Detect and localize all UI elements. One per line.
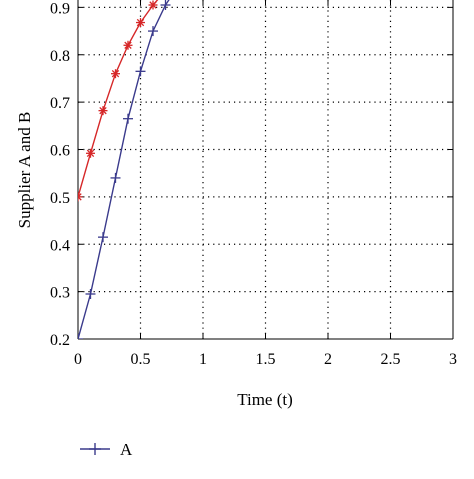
x-tick-label: 0 <box>74 351 82 368</box>
y-tick-label: 0.5 <box>50 190 70 207</box>
marker-stroke <box>78 193 82 198</box>
data-point <box>98 232 108 243</box>
axes <box>77 0 454 340</box>
data-point <box>86 148 95 158</box>
y-tick-label: 0.2 <box>50 332 70 349</box>
marker-stroke <box>136 18 145 27</box>
tick-labels: 0 0.5 1 1.5 2 2.5 3 0.2 0.3 0.4 0.5 0.6 0.7 0.8 0.9 <box>50 0 457 368</box>
y-tick-label: 0.6 <box>50 143 70 160</box>
y-tick-label: 0.7 <box>50 95 70 112</box>
grid <box>78 0 453 339</box>
series-b <box>78 0 159 202</box>
data-point <box>123 40 133 50</box>
data-point <box>110 172 121 183</box>
y-tick-label: 0.4 <box>50 237 70 254</box>
data-point <box>160 0 171 11</box>
data-point <box>123 113 133 124</box>
marker-stroke <box>149 1 157 9</box>
x-tick-label: 1.5 <box>256 351 276 368</box>
data-point <box>98 106 108 116</box>
marker-stroke <box>78 195 82 201</box>
x-tick-label: 0.5 <box>131 351 151 368</box>
data-point <box>136 18 145 28</box>
y-tick-label: 0.8 <box>50 48 70 65</box>
series-layer <box>78 0 171 339</box>
data-point <box>148 0 158 10</box>
data-point <box>78 334 83 339</box>
x-axis-label: Time (t) <box>237 390 293 409</box>
data-point <box>148 26 158 37</box>
data-point <box>111 69 120 79</box>
marker-stroke <box>99 106 107 115</box>
series-line <box>78 0 170 339</box>
data-point <box>85 288 96 299</box>
y-axis-label: Supplier A and B <box>15 112 34 229</box>
marker-stroke <box>111 70 120 78</box>
series-line <box>78 0 159 198</box>
data-point <box>78 192 83 202</box>
y-tick-label: 0.3 <box>50 285 70 302</box>
x-tick-label: 2 <box>324 351 332 368</box>
x-tick-label: 2.5 <box>381 351 401 368</box>
marker-stroke <box>86 149 95 157</box>
series-a <box>78 0 171 339</box>
x-tick-label: 3 <box>449 351 457 368</box>
legend-label-a: A <box>120 440 133 459</box>
marker-stroke <box>124 41 132 49</box>
legend: A <box>80 440 133 459</box>
x-tick-label: 1 <box>199 351 207 368</box>
y-tick-label: 0.9 <box>50 0 70 17</box>
data-point <box>135 66 146 77</box>
